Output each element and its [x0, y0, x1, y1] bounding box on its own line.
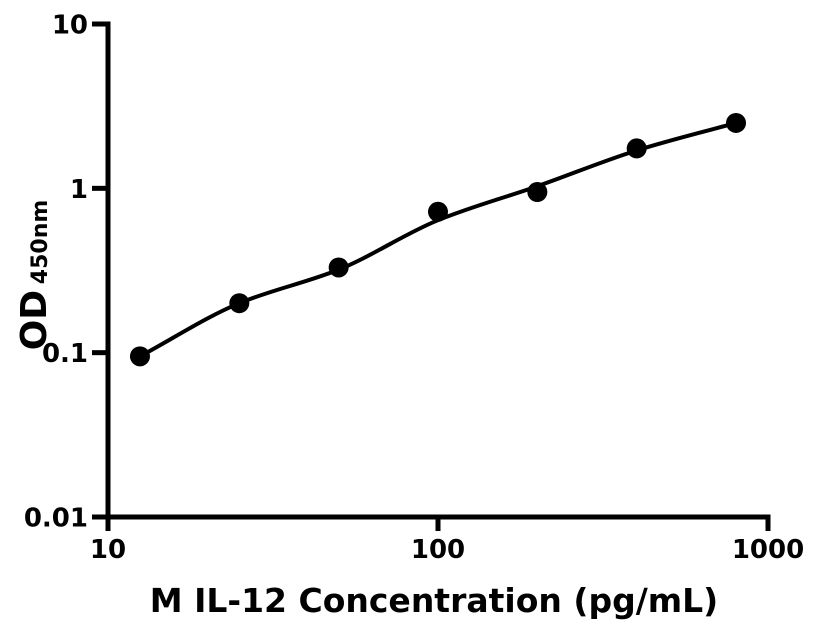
- data-point-marker: [229, 293, 250, 314]
- data-point-marker: [129, 346, 150, 367]
- x-tick-label: 1000: [732, 535, 804, 565]
- x-tick-label: 100: [411, 535, 465, 565]
- data-points-layer: [129, 112, 747, 367]
- fit-curve: [139, 121, 737, 359]
- data-point-marker: [527, 181, 548, 202]
- data-point-marker: [328, 257, 349, 278]
- axes-layer: [92, 21, 771, 531]
- y-axis-title: OD 450nm: [14, 200, 55, 351]
- y-tick-label: 0.1: [42, 339, 88, 369]
- data-point-marker: [726, 112, 747, 133]
- y-tick-label: 10: [52, 11, 88, 41]
- data-point-marker: [626, 138, 647, 159]
- y-axis-title-subscript: 450nm: [28, 200, 53, 285]
- data-point-marker: [428, 201, 448, 222]
- fit-curve-layer: [139, 121, 737, 359]
- x-tick-label: 10: [90, 535, 126, 565]
- y-axis-title-main: OD: [14, 290, 55, 351]
- x-axis-title: M IL-12 Concentration (pg/mL): [150, 581, 719, 620]
- y-tick-label: 1: [70, 175, 88, 205]
- y-tick-label: 0.01: [24, 504, 88, 534]
